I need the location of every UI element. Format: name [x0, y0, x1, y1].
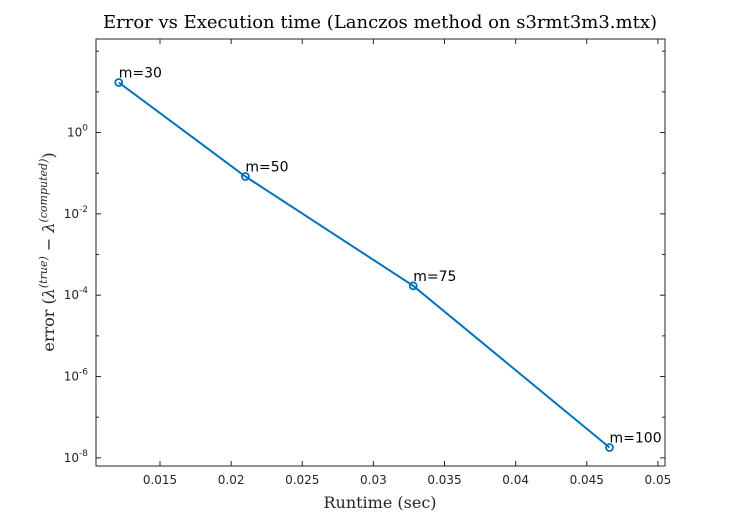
data-point-label: m=30: [119, 65, 162, 81]
data-point-label: m=50: [245, 159, 288, 175]
x-axis-label: Runtime (sec): [323, 493, 436, 512]
x-tick-label: 0.03: [360, 473, 387, 487]
y-tick-label: 10-8: [64, 449, 89, 465]
y-axis-label-lambda-computed: λ: [39, 223, 58, 234]
x-tick-label: 0.02: [218, 473, 245, 487]
y-axis-label: error (λ(true) − λ(computed)): [37, 152, 58, 351]
y-axis-label-prefix: error (: [39, 298, 58, 351]
y-tick-label: 100: [67, 124, 88, 140]
x-tick-label: 0.015: [143, 473, 177, 487]
data-point-label: m=100: [610, 430, 662, 446]
chart-title: Error vs Execution time (Lanczos method …: [103, 12, 657, 33]
data-series: m=30 m=50 m=75 m=100: [114, 65, 662, 452]
y-axis-label-minus: −: [39, 233, 58, 257]
x-axis: 0.015 0.02 0.025 0.03 0.035 0.04 0.045 0.05: [143, 39, 671, 487]
data-point-marker: [114, 78, 124, 87]
x-tick-label: 0.05: [645, 473, 672, 487]
plot-area-box: [95, 38, 666, 467]
data-point-label: m=75: [413, 269, 456, 285]
y-axis-label-lambda-true: λ: [39, 288, 58, 299]
y-axis-label-sup-true: (true): [37, 256, 50, 288]
y-axis: 100 10-2 10-4 10-6 10-8: [64, 50, 665, 465]
x-tick-label: 0.035: [427, 473, 461, 487]
data-point-marker: [605, 443, 614, 452]
data-point-marker: [240, 172, 250, 181]
y-tick-label: 10-4: [64, 286, 89, 302]
x-tick-label: 0.045: [570, 473, 604, 487]
y-tick-label: 10-6: [64, 368, 89, 384]
y-tick-label: 10-2: [64, 205, 88, 221]
y-axis-label-suffix: ): [39, 152, 58, 158]
series-line: [118, 81, 611, 449]
y-axis-label-sup-computed: (computed): [37, 159, 50, 223]
x-tick-label: 0.04: [502, 473, 529, 487]
x-tick-label: 0.025: [285, 473, 319, 487]
data-point-marker: [408, 281, 418, 291]
